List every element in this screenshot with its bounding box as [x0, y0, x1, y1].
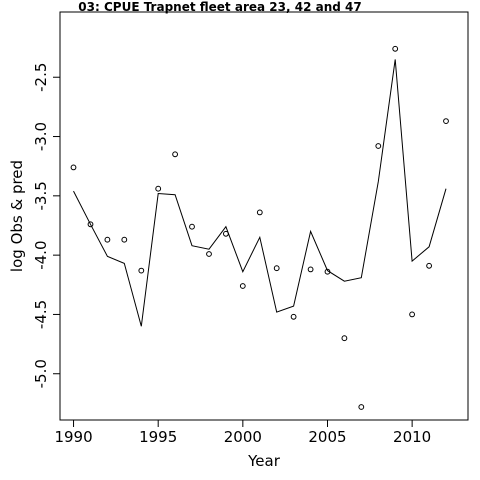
x-tick-label: 1995 — [139, 428, 177, 446]
chart-title: 03: CPUE Trapnet fleet area 23, 42 and 4… — [78, 0, 361, 14]
predicted-line — [73, 59, 447, 327]
y-axis-label: log Obs & pred — [8, 160, 26, 272]
observed-point — [138, 267, 145, 274]
observed-point — [273, 265, 280, 272]
observed-point — [290, 313, 297, 320]
y-axis: -5.0 -4.5 -4.0 -3.5 -3.0 -2.5 — [32, 63, 60, 388]
observed-point — [341, 335, 348, 342]
observed-point — [172, 151, 179, 158]
observed-point — [206, 251, 212, 257]
observed-point — [409, 311, 416, 318]
observed-point — [223, 230, 229, 237]
observed-point — [324, 268, 331, 275]
x-tick-label: 2010 — [393, 428, 431, 446]
observed-point — [104, 236, 111, 243]
y-tick-label: -3.5 — [32, 181, 50, 210]
observed-point — [121, 236, 128, 243]
observed-point — [375, 143, 382, 149]
x-tick-label: 2005 — [308, 428, 346, 446]
observed-point — [189, 223, 195, 230]
observed-point — [239, 283, 246, 289]
y-tick-label: -4.5 — [32, 300, 50, 329]
observed-point — [443, 118, 449, 124]
observed-point — [392, 45, 399, 52]
observed-point — [87, 221, 94, 228]
observed-point — [155, 185, 162, 192]
y-tick-label: -5.0 — [32, 359, 50, 388]
observed-point — [307, 266, 314, 273]
y-tick-label: -2.5 — [32, 63, 50, 92]
observed-point — [256, 209, 263, 216]
x-axis: 1990 1995 2000 2005 2010 — [54, 420, 431, 446]
observed-point — [70, 164, 77, 171]
x-axis-label: Year — [247, 452, 281, 470]
plot-frame — [59, 11, 469, 421]
observed-points — [70, 45, 449, 410]
y-tick-label: -3.0 — [32, 122, 50, 151]
observed-point — [426, 262, 433, 269]
y-tick-label: -4.0 — [32, 240, 50, 269]
observed-point — [358, 404, 365, 410]
x-tick-label: 2000 — [224, 428, 262, 446]
x-tick-label: 1990 — [54, 428, 92, 446]
